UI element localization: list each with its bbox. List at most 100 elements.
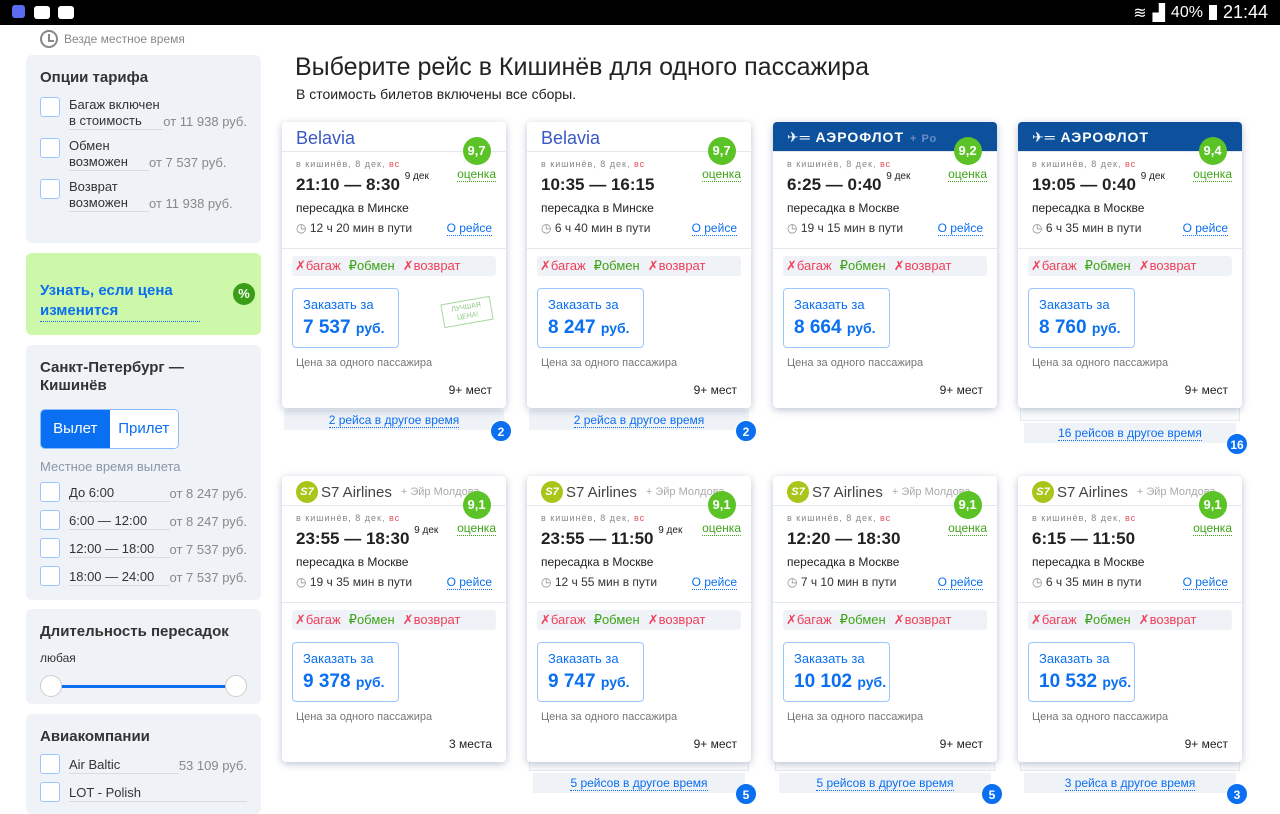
rating[interactable]: 9,2 оценка (948, 137, 987, 182)
checkbox[interactable] (40, 138, 60, 158)
ruble-icon: ₽ (593, 258, 602, 273)
rating-score: 9,4 (1198, 137, 1227, 165)
flight-card[interactable]: S7 S7 Airlines + Эйр Молдова 9,1 оценка в к… (527, 476, 751, 762)
price-note: Цена за одного пассажира (296, 711, 433, 723)
other-times-link[interactable]: 5 рейсов в другое время (570, 776, 708, 791)
rating[interactable]: 9,4 оценка (1193, 137, 1232, 182)
other-times-link[interactable]: 3 рейса в другое время (1064, 776, 1196, 791)
filter-option[interactable]: Обмен возможен от 7 537 руб. (40, 138, 247, 171)
other-times-count-badge: 5 (981, 783, 1003, 805)
rating[interactable]: 9,7 оценка (457, 137, 496, 182)
other-times: 2 рейса в другое время (284, 410, 504, 430)
other-times-link[interactable]: 5 рейсов в другое время (816, 776, 954, 791)
tab-arrival[interactable]: Прилет (109, 410, 178, 448)
seats-left: 9+ мест (1184, 383, 1228, 397)
flight-details-link[interactable]: О рейсе (691, 221, 737, 236)
checkbox[interactable] (40, 754, 60, 774)
panel-title: Длительность пересадок (40, 623, 229, 640)
slider-min-handle[interactable] (40, 675, 62, 697)
flight-details-link[interactable]: О рейсе (446, 575, 492, 590)
divider (282, 602, 506, 603)
flight-date: в кишинёв, 8 дек, вс (296, 159, 401, 169)
cross-icon: ✗ (893, 612, 905, 627)
price-alert-link[interactable]: Узнать, если цена изменится (40, 281, 200, 322)
filter-option[interactable]: Возврат возможен от 11 938 руб. (40, 179, 247, 212)
ruble-icon: ₽ (839, 258, 848, 273)
flight-card[interactable]: S7 S7 Airlines + Эйр Молдова 9,1 оценка в к… (773, 476, 997, 762)
departure-arrival-toggle: Вылет Прилет (40, 409, 179, 449)
layover-slider[interactable] (40, 675, 247, 697)
tab-departure[interactable]: Вылет (41, 410, 110, 448)
clock-icon: ◷ (787, 575, 798, 589)
fare-features: ✗багаж ₽обмен ✗возврат (1028, 256, 1232, 276)
cross-icon: ✗ (295, 612, 306, 627)
rating-label: оценка (948, 167, 987, 182)
partner-airline: + Эйр Молдова (891, 486, 971, 498)
filter-option[interactable]: LOT - Polish (40, 782, 247, 802)
price-alert-panel: Узнать, если цена изменится % (26, 253, 261, 335)
timezone-note[interactable]: Везде местное время (40, 30, 185, 48)
checkbox[interactable] (40, 782, 60, 802)
flight-details-link[interactable]: О рейсе (1182, 221, 1228, 236)
checkbox[interactable] (40, 179, 60, 199)
order-button[interactable]: Заказать за 8 760 руб. (1028, 288, 1135, 348)
airline-logo: S7 Airlines (566, 483, 637, 501)
rating[interactable]: 9,1 оценка (1193, 491, 1232, 536)
filter-option[interactable]: До 6:00 от 8 247 руб. (40, 482, 247, 502)
filter-option[interactable]: Air Baltic 53 109 руб. (40, 754, 247, 774)
partner-airline: + Эйр Молдова (645, 486, 725, 498)
flight-times: 10:35 — 16:15 (541, 175, 655, 194)
cross-icon: ✗ (1138, 258, 1150, 273)
checkbox[interactable] (40, 510, 60, 530)
checkbox[interactable] (40, 538, 60, 558)
order-button[interactable]: Заказать за 10 532 руб. (1028, 642, 1135, 702)
seats-left: 9+ мест (693, 383, 737, 397)
checkbox[interactable] (40, 482, 60, 502)
flight-card[interactable]: S7 S7 Airlines + Эйр Молдова 9,1 оценка в к… (282, 476, 506, 762)
order-button[interactable]: Заказать за 7 537 руб. (292, 288, 399, 348)
flight-details-link[interactable]: О рейсе (446, 221, 492, 236)
other-times-link[interactable]: 2 рейса в другое время (328, 413, 460, 428)
rating[interactable]: 9,1 оценка (457, 491, 496, 536)
flight-details-link[interactable]: О рейсе (691, 575, 737, 590)
flight-details-link[interactable]: О рейсе (1182, 575, 1228, 590)
order-button[interactable]: Заказать за 10 102 руб. (783, 642, 890, 702)
rating[interactable]: 9,1 оценка (702, 491, 741, 536)
s7-logo-icon: S7 (787, 481, 809, 503)
checkbox[interactable] (40, 97, 60, 117)
filter-option[interactable]: 18:00 — 24:00 от 7 537 руб. (40, 566, 247, 586)
filter-option[interactable]: 12:00 — 18:00 от 7 537 руб. (40, 538, 247, 558)
transfer-info: пересадка в Москве (541, 555, 654, 569)
slider-max-handle[interactable] (225, 675, 247, 697)
transfer-info: пересадка в Минске (296, 201, 409, 215)
other-times-link[interactable]: 16 рейсов в другое время (1058, 426, 1202, 441)
price-note: Цена за одного пассажира (1032, 357, 1169, 369)
flight-card[interactable]: S7 S7 Airlines + Эйр Молдова 9,1 оценка в к… (1018, 476, 1242, 762)
order-button[interactable]: Заказать за 8 664 руб. (783, 288, 890, 348)
rating[interactable]: 9,1 оценка (948, 491, 987, 536)
flight-card[interactable]: ✈═ АЭРОФЛОТ 9,4 оценка в кишинёв, 8 дек, … (1018, 122, 1242, 408)
clock-icon: ◷ (1032, 575, 1043, 589)
flight-card[interactable]: Belavia 9,7 оценка в кишинёв, 8 дек, вс 1… (527, 122, 751, 408)
option-label: 12:00 — 18:00 (69, 541, 170, 558)
order-button[interactable]: Заказать за 9 747 руб. (537, 642, 644, 702)
order-button[interactable]: Заказать за 8 247 руб. (537, 288, 644, 348)
aeroflot-wings-icon: ✈═ (787, 129, 811, 145)
divider (773, 248, 997, 249)
other-times: 5 рейсов в другое время (779, 773, 991, 793)
ruble-icon: ₽ (839, 612, 848, 627)
checkbox[interactable] (40, 566, 60, 586)
option-label: Багаж включен в стоимость (69, 97, 164, 130)
flight-details-link[interactable]: О рейсе (937, 221, 983, 236)
flight-details-link[interactable]: О рейсе (937, 575, 983, 590)
flight-card[interactable]: Belavia 9,7 оценка в кишинёв, 8 дек, вс 2… (282, 122, 506, 408)
filter-option[interactable]: Багаж включен в стоимость от 11 938 руб. (40, 97, 247, 130)
flight-card[interactable]: ✈═ АЭРОФЛОТ + Ро 9,2 оценка в кишинёв, 8 д… (773, 122, 997, 408)
order-button[interactable]: Заказать за 9 378 руб. (292, 642, 399, 702)
rating[interactable]: 9,7 оценка (702, 137, 741, 182)
other-times-link[interactable]: 2 рейса в другое время (573, 413, 705, 428)
filter-option[interactable]: 6:00 — 12:00 от 8 247 руб. (40, 510, 247, 530)
status-bar: ≋ ▟ 40% 21:44 (0, 0, 1280, 25)
cross-icon: ✗ (540, 258, 551, 273)
layover-panel: Длительность пересадок любая (26, 609, 261, 704)
